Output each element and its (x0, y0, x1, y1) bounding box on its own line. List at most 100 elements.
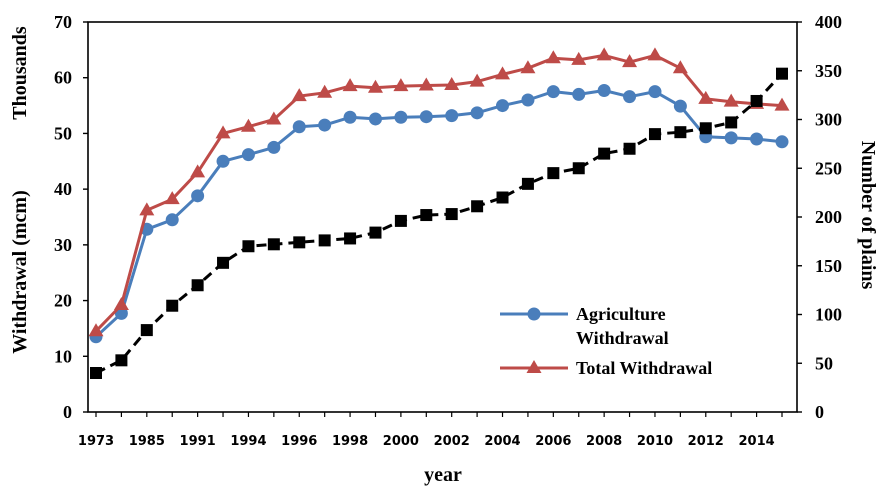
point-number-of-plains (776, 67, 788, 80)
point-number-of-plains (445, 208, 458, 221)
point-number-of-plains (293, 236, 306, 249)
point-number-of-plains (242, 240, 255, 253)
point-total-withdrawal (622, 54, 638, 68)
x-axis-title: year (424, 464, 462, 486)
point-agriculture-withdrawal (445, 109, 459, 123)
point-total-withdrawal (545, 50, 561, 64)
point-number-of-plains (90, 367, 102, 379)
right-tick-label: 100 (815, 305, 842, 325)
left-axis-ticks: 0 10 20 30 40 50 60 70 (54, 12, 88, 422)
point-agriculture-withdrawal (343, 110, 357, 124)
point-total-withdrawal (291, 88, 307, 102)
point-total-withdrawal (393, 78, 409, 92)
x-tick-label: 1985 (129, 434, 165, 449)
legend-marker-triangle (526, 360, 542, 373)
left-tick-label: 40 (54, 179, 72, 199)
legend-label-agriculture-1: Agriculture (576, 304, 666, 324)
series-line-number-of-plains (95, 72, 784, 375)
point-agriculture-withdrawal (267, 140, 281, 154)
point-number-of-plains (598, 147, 611, 160)
legend-item-total: Total Withdrawal (500, 358, 712, 378)
x-tick-label: 2014 (738, 434, 774, 449)
point-total-withdrawal (240, 118, 256, 132)
right-tick-label: 200 (815, 207, 842, 227)
right-tick-label: 400 (815, 12, 842, 32)
point-number-of-plains (394, 214, 407, 227)
left-tick-label: 70 (54, 12, 72, 32)
point-agriculture-withdrawal (724, 131, 738, 145)
point-total-withdrawal (698, 90, 714, 104)
point-agriculture-withdrawal (318, 118, 332, 132)
point-number-of-plains (572, 162, 585, 175)
x-tick-label: 2012 (688, 434, 724, 449)
point-total-withdrawal (723, 93, 739, 107)
point-number-of-plains (318, 234, 331, 247)
series-total-withdrawal (88, 47, 790, 337)
x-tick-label: 2010 (637, 434, 673, 449)
point-agriculture-withdrawal (241, 148, 255, 162)
point-total-withdrawal (774, 97, 790, 111)
point-agriculture-withdrawal (623, 90, 637, 104)
x-tick-label: 1998 (332, 434, 368, 449)
left-tick-label: 50 (54, 123, 72, 143)
point-total-withdrawal (113, 297, 129, 311)
point-total-withdrawal (164, 191, 180, 205)
point-number-of-plains (420, 209, 433, 222)
right-tick-label: 50 (815, 353, 833, 373)
point-number-of-plains (140, 324, 153, 337)
point-agriculture-withdrawal (546, 85, 560, 99)
x-axis-ticks: 1973 1985 1991 1994 1996 1998 2000 2002 2004 2006… (78, 412, 783, 449)
point-total-withdrawal (190, 164, 206, 178)
legend-label-agriculture-2: Withdrawal (576, 328, 669, 348)
series-number-of-plains (90, 67, 788, 379)
x-tick-label: 2008 (586, 434, 622, 449)
right-tick-label: 250 (815, 158, 842, 178)
point-total-withdrawal (317, 84, 333, 98)
point-number-of-plains (115, 354, 128, 367)
point-total-withdrawal (495, 66, 511, 80)
point-number-of-plains (267, 238, 280, 251)
point-agriculture-withdrawal (368, 112, 382, 126)
x-tick-label: 1996 (281, 434, 317, 449)
series-layer (88, 47, 790, 379)
left-tick-label: 30 (54, 235, 72, 255)
right-tick-label: 0 (815, 402, 824, 422)
left-tick-label: 20 (54, 291, 72, 311)
point-agriculture-withdrawal (165, 213, 179, 227)
legend-label-total: Total Withdrawal (576, 358, 712, 378)
x-tick-label: 1973 (78, 434, 114, 449)
point-number-of-plains (344, 232, 357, 245)
point-agriculture-withdrawal (775, 135, 789, 149)
point-number-of-plains (166, 299, 179, 312)
point-number-of-plains (648, 128, 661, 141)
point-agriculture-withdrawal (216, 154, 230, 168)
point-agriculture-withdrawal (292, 120, 306, 134)
point-total-withdrawal (88, 323, 104, 337)
series-line-agriculture-withdrawal (94, 89, 783, 338)
series-agriculture-withdrawal (89, 84, 789, 344)
right-tick-label: 300 (815, 110, 842, 130)
left-tick-label: 0 (63, 402, 72, 422)
point-total-withdrawal (596, 47, 612, 61)
point-total-withdrawal (469, 73, 485, 87)
left-tick-label: 60 (54, 68, 72, 88)
right-tick-label: 350 (815, 61, 842, 81)
point-number-of-plains (471, 200, 484, 213)
x-tick-label: 2000 (383, 434, 419, 449)
point-total-withdrawal (215, 125, 231, 139)
left-axis-units: Thousands (9, 26, 31, 120)
point-number-of-plains (217, 256, 230, 269)
x-tick-label: 2002 (434, 434, 470, 449)
point-total-withdrawal (139, 202, 155, 216)
point-total-withdrawal (520, 60, 536, 74)
point-number-of-plains (547, 167, 560, 180)
x-tick-label: 1994 (230, 434, 266, 449)
point-agriculture-withdrawal (648, 85, 662, 99)
left-axis-title: Withdrawal (mcm) (9, 190, 31, 354)
point-agriculture-withdrawal (470, 106, 484, 120)
point-total-withdrawal (444, 76, 460, 90)
point-agriculture-withdrawal (394, 110, 408, 124)
point-agriculture-withdrawal (521, 93, 535, 107)
point-number-of-plains (674, 126, 687, 139)
right-axis-title: Number of plains (857, 141, 879, 290)
